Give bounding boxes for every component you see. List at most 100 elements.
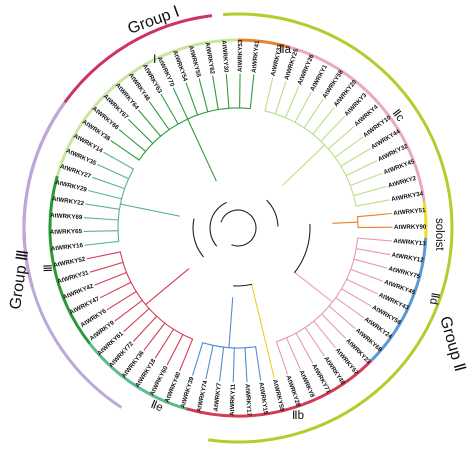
leaf-branch [106, 290, 137, 311]
leaf-branch [327, 126, 355, 150]
leaf-branch [154, 328, 175, 359]
subgroup-i-label: Ⅰ [153, 54, 156, 66]
leaf-branch [97, 164, 130, 180]
leaf-branch [218, 346, 225, 382]
leaf-label: AtWRKY31 [57, 269, 91, 285]
leaf-branch [264, 77, 274, 112]
subgroup-iie-label: Ⅱe [149, 399, 165, 415]
leaf-branch [335, 297, 364, 319]
leaf-branch [149, 101, 170, 131]
leaf-label: AtWRKY45 [383, 158, 416, 176]
subgroup-arc-solo [422, 201, 428, 238]
leaf-label: AtWRKY22 [51, 195, 85, 207]
backbone-arc [192, 218, 204, 258]
leaf-label: AtWRKY59 [271, 379, 286, 413]
backbone-arc [209, 202, 227, 247]
leaf-label: AtWRKY55 [187, 45, 202, 79]
leaf-branch [83, 217, 119, 221]
backbone-arc [294, 223, 311, 273]
leaf-label: AtWRKY17 [243, 384, 252, 417]
leaf-branch [249, 74, 255, 110]
leaf-branch [160, 93, 179, 125]
group-arcs [22, 12, 454, 444]
backbone-arc [233, 283, 253, 287]
leaf-label: AtWRKY74 [196, 379, 210, 413]
subgroup-arc-iib [185, 359, 373, 418]
leaf-branch [274, 81, 287, 115]
leaf-branch [313, 320, 336, 348]
backbone-arc [266, 199, 279, 227]
leaf-label: AtWRKY27 [59, 163, 92, 180]
leaf-branch [321, 313, 347, 339]
leaf-label: AtWRKY30 [220, 40, 229, 73]
leaf-label: AtWRKY15 [257, 382, 269, 416]
leaf-branch [128, 119, 154, 145]
leaf-label: AtWRKY40 [164, 371, 183, 404]
leaf-branch [350, 268, 384, 282]
leaf-label: AtWRKY11 [229, 383, 237, 416]
leaf-branch [232, 347, 235, 383]
leaf-branch [86, 251, 121, 260]
subgroup-iid-label: Ⅱd [427, 291, 441, 305]
clade-stem-iia [332, 221, 359, 224]
leaf-branch [133, 315, 158, 342]
leaf-branch [205, 344, 214, 380]
leaf-label: AtWRKY7 [213, 382, 223, 412]
leaf-branch [88, 190, 123, 200]
leaf-label: AtWRKY69 [50, 212, 83, 221]
leaf-branch [357, 237, 393, 242]
leaf-label: AtWRKY54 [171, 50, 189, 83]
leaf-branch [110, 140, 140, 161]
leaf-branch [172, 87, 189, 120]
leaf-branch [103, 151, 134, 170]
leaf-branch [94, 271, 128, 286]
leaf-branch [340, 288, 372, 307]
leaf-label: AtWRKY29 [54, 179, 88, 194]
leaf-branch [303, 98, 324, 129]
leaf-branch [353, 258, 388, 269]
leaf-label: AtWRKY12 [391, 252, 425, 265]
leaf-branch [198, 78, 209, 113]
subgroup-iii-label: Ⅲ [43, 264, 55, 272]
leaf-branch [138, 109, 162, 137]
leaf-branch [185, 82, 199, 116]
leaf-branch [265, 344, 275, 379]
leaf-label: AtWRKY35 [65, 147, 98, 167]
leaf-label: AtWRKY62 [203, 42, 215, 76]
subgroup-arc-iii [48, 175, 92, 345]
subgroup-iib-label: Ⅱb [292, 410, 304, 422]
leaf-label: AtWRKY16 [50, 242, 83, 253]
clade-stem-iic [294, 271, 334, 303]
subgroup-arcs [48, 38, 428, 418]
subgroup-arc-iia [237, 38, 291, 49]
leaf-label: AtWRKY8 [298, 369, 316, 399]
leaf-branch [295, 332, 314, 364]
leaf-branch [334, 136, 364, 158]
leaf-label: AtWRKY2 [387, 175, 417, 190]
leaf-branch [328, 305, 356, 329]
leaf-branch [285, 337, 301, 370]
leaf-branch [89, 261, 124, 273]
leaf-label: AtWRKY45 [383, 279, 416, 297]
leaf-branch [100, 281, 132, 299]
clade-stem-iie [119, 203, 180, 217]
leaf-branch [118, 129, 147, 153]
leaf-label: AtWRKY65 [50, 228, 83, 236]
leaf-label: AtWRKY39 [179, 376, 195, 409]
leaf-label: AtWRKY41 [251, 40, 261, 73]
leaf-branch [345, 160, 378, 177]
clade-stem-iid [228, 297, 234, 349]
leaf-branch [294, 91, 312, 123]
leaf-label: AtWRKY52 [53, 256, 87, 269]
leaf-branch [114, 299, 143, 322]
leaf-branch [225, 73, 230, 109]
subgroup-arc-iie [88, 342, 187, 411]
leaf-branch [355, 199, 390, 207]
leaf-label: AtWRKY34 [391, 190, 425, 203]
leaf-label: AtWRKY53 [237, 39, 244, 72]
subgroup-arc-iic [289, 45, 426, 203]
leaf-branch [91, 176, 126, 190]
leaf-branch [353, 185, 387, 197]
